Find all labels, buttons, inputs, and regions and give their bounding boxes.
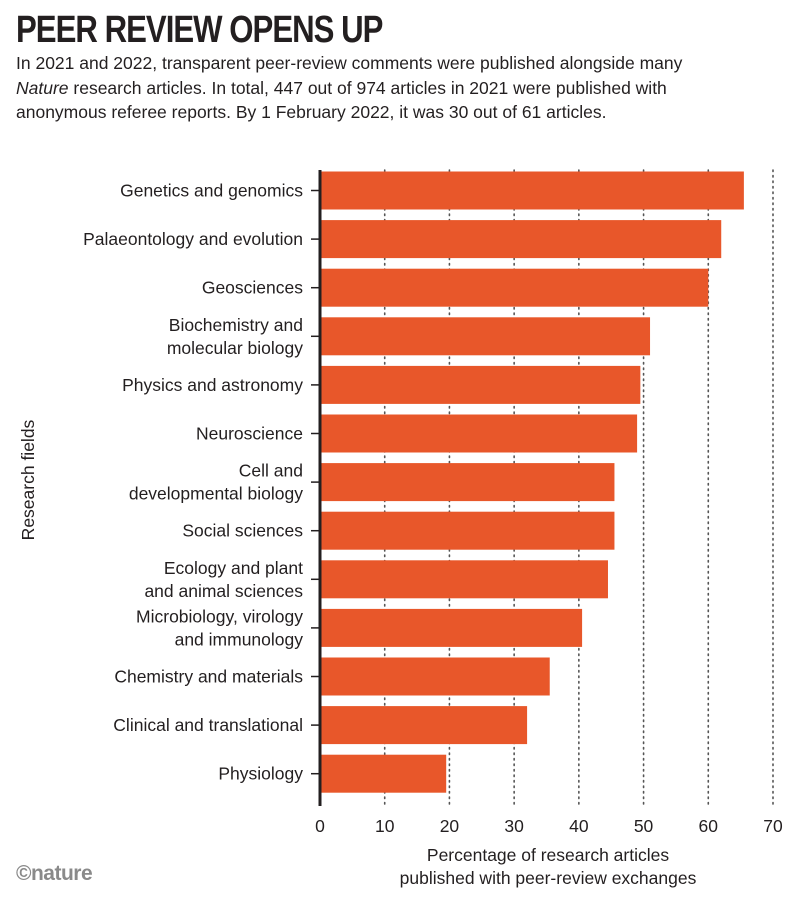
x-tick-label-40: 40 [569,816,589,836]
subtitle-journal-name: Nature [16,77,69,98]
category-label-11: Clinical and translational [113,715,303,735]
y-axis-label: Research fields [18,419,38,540]
subtitle-text-1: In 2021 and 2022, transparent peer-revie… [16,53,683,73]
category-label-3: Biochemistry and molecular biology [167,315,303,358]
category-label-0: Genetics and genomics [120,181,303,201]
category-label-1: Palaeontology and evolution [83,229,303,249]
x-tick-label-0: 0 [315,816,325,836]
category-label-4: Physics and astronomy [122,375,303,395]
x-tick-label-30: 30 [504,816,524,836]
chart-title: PEER REVIEW OPENS UP [16,9,383,51]
bar-11 [320,706,528,745]
x-tick-label-60: 60 [699,816,719,836]
bar-2 [320,268,709,307]
bar-12 [320,754,447,793]
bar-0 [320,171,744,210]
x-tick-label-50: 50 [634,816,654,836]
x-axis-label: Percentage of research articles published… [400,845,697,888]
bar-7 [320,511,615,550]
category-label-9: Microbiology, virology and immunology [136,606,303,649]
category-label-12: Physiology [218,764,303,784]
category-label-10: Chemistry and materials [114,667,303,687]
bar-5 [320,414,638,453]
bar-1 [320,220,722,259]
x-tick-label-20: 20 [440,816,460,836]
bar-8 [320,560,608,599]
category-label-8: Ecology and plant and animal sciences [144,558,303,601]
category-label-7: Social sciences [182,521,303,541]
nature-logo: ©nature [16,862,93,885]
x-tick-label-10: 10 [375,816,395,836]
category-label-2: Geosciences [202,278,303,298]
bar-3 [320,317,651,356]
bar-6 [320,463,615,502]
bar-4 [320,365,641,404]
category-label-5: Neuroscience [196,424,303,444]
subtitle-text-2: research articles. In total, 447 out of … [16,77,667,123]
bar-10 [320,657,550,696]
chart-subtitle: In 2021 and 2022, transparent peer-revie… [16,51,706,125]
x-tick-label-70: 70 [763,816,783,836]
bar-9 [320,608,583,647]
category-label-6: Cell and developmental biology [129,461,303,504]
